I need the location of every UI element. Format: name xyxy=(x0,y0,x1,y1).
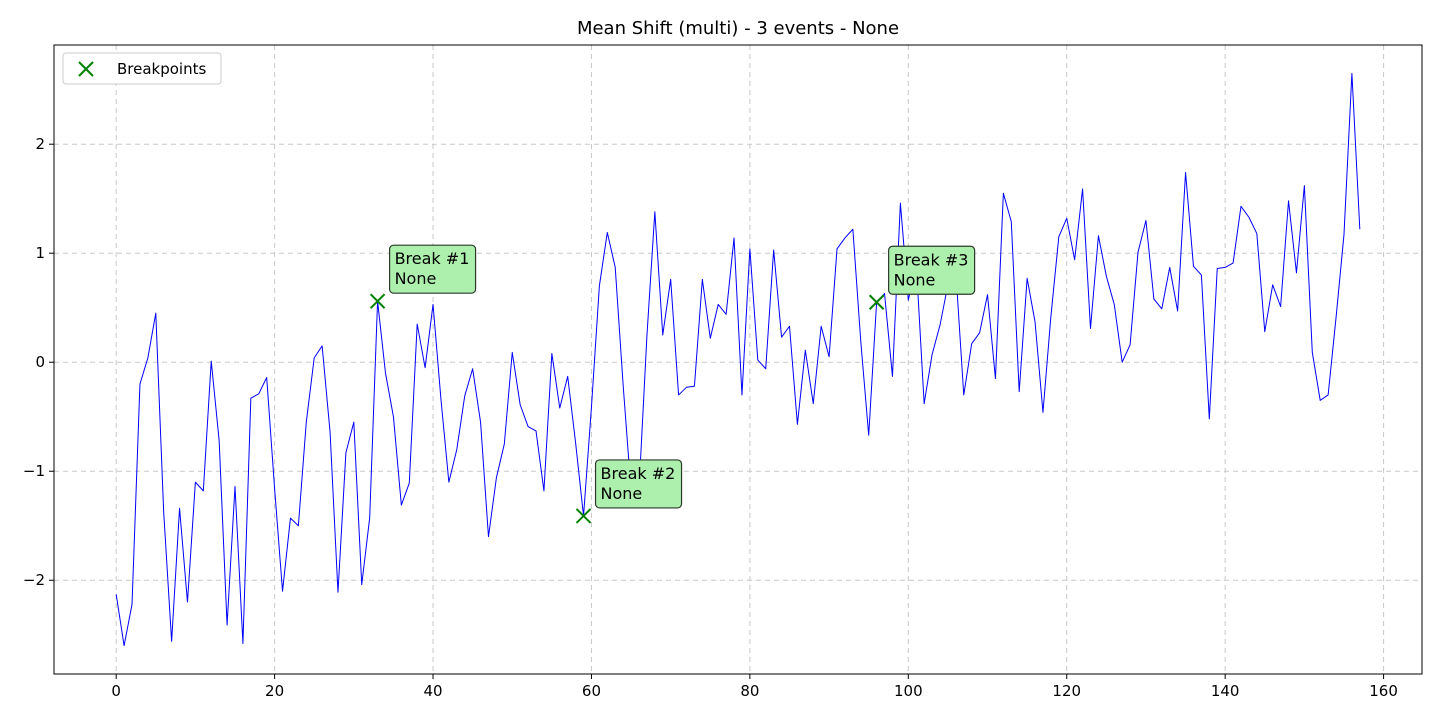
x-tick-label: 80 xyxy=(740,682,759,700)
annotation-background xyxy=(594,459,683,509)
y-tick-label: 0 xyxy=(35,353,45,371)
breakpoint-marker xyxy=(868,294,885,310)
y-tick-label: −2 xyxy=(23,571,45,589)
x-tick-label: 20 xyxy=(265,682,284,700)
marker-stroke xyxy=(868,294,885,310)
chart-title: Mean Shift (multi) - 3 events - None xyxy=(577,18,899,39)
marker-stroke xyxy=(369,293,386,309)
axes: 0 20 40 60 80 100 120 140 160 −2 −1 0 1 2 xyxy=(23,44,1423,700)
series-layer xyxy=(115,72,1361,647)
legend-label: Breakpoints xyxy=(117,60,206,78)
breakpoint-marker xyxy=(369,293,386,309)
y-tick-label: −1 xyxy=(23,462,45,480)
annotation-value: None xyxy=(395,269,437,288)
x-tick-label: 120 xyxy=(1052,682,1081,700)
x-tick-label: 0 xyxy=(111,682,121,700)
legend: Breakpoints xyxy=(62,52,222,85)
plot-frame xyxy=(53,44,1423,675)
grid xyxy=(54,45,1422,674)
marker-stroke xyxy=(78,61,94,77)
x-tick-label: 140 xyxy=(1211,682,1240,700)
marker-stroke xyxy=(575,508,592,524)
breakpoint-marker xyxy=(575,508,592,524)
x-tick-label: 100 xyxy=(894,682,923,700)
annotation-background xyxy=(388,244,477,294)
x-tick-label: 160 xyxy=(1369,682,1398,700)
annotation-background xyxy=(888,245,976,295)
annotation-value: None xyxy=(894,270,936,289)
annotation-value: None xyxy=(601,484,643,503)
y-tick-label: 2 xyxy=(35,135,45,153)
annotation-title: Break #1 xyxy=(395,249,470,268)
annotation-title: Break #3 xyxy=(894,250,969,269)
legend-box xyxy=(62,52,222,85)
annotation-title: Break #2 xyxy=(601,464,676,483)
x-tick-label: 40 xyxy=(423,682,442,700)
x-tick-label: 60 xyxy=(582,682,601,700)
y-tick-label: 1 xyxy=(35,244,45,262)
series-line xyxy=(115,72,1361,647)
legend-marker xyxy=(78,61,94,77)
